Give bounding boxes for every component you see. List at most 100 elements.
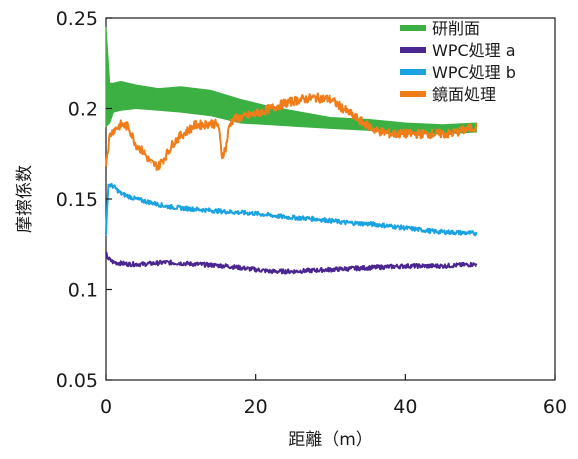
data-point [112, 185, 115, 188]
data-point [127, 125, 130, 128]
data-point [254, 113, 257, 115]
data-point [374, 223, 377, 226]
legend-swatch [400, 25, 426, 31]
data-point [374, 129, 377, 131]
data-point [284, 216, 287, 218]
data-point [292, 270, 294, 273]
data-point [475, 125, 478, 128]
data-point [202, 124, 205, 126]
y-tick-label: 0.05 [56, 370, 98, 392]
legend-swatch [400, 47, 426, 53]
data-point [120, 124, 122, 126]
legend-item: WPC処理 b [400, 63, 516, 82]
data-point [344, 221, 347, 224]
series-layer [105, 27, 478, 275]
data-point [228, 124, 231, 126]
data-point [195, 263, 197, 266]
data-point [224, 265, 227, 267]
data-point [239, 116, 242, 119]
data-point [165, 261, 167, 264]
data-point [135, 198, 137, 200]
data-point [180, 134, 182, 137]
data-point [150, 201, 152, 204]
legend-swatch [400, 91, 426, 97]
x-tick-label: 0 [100, 396, 112, 418]
legend-label: 研削面 [432, 19, 480, 38]
series-line [105, 182, 478, 237]
data-point [112, 261, 115, 264]
data-point [475, 232, 478, 235]
data-point [359, 120, 362, 122]
series-noise [105, 34, 477, 134]
data-point [314, 218, 317, 220]
data-point [269, 270, 272, 273]
data-point [107, 183, 109, 186]
y-tick-label: 0.1 [68, 280, 98, 302]
series-4 [105, 92, 478, 171]
data-point [165, 205, 167, 207]
series-line [105, 92, 478, 171]
data-point [269, 107, 272, 110]
data-point [475, 263, 478, 266]
data-point [195, 124, 197, 126]
x-axis-label: 距離（m） [288, 430, 373, 450]
series-line [105, 251, 477, 275]
data-point [150, 162, 152, 164]
data-point [187, 129, 190, 131]
data-point [127, 263, 130, 266]
data-point [105, 162, 107, 164]
legend-item: 研削面 [400, 19, 480, 38]
data-point [389, 133, 392, 135]
data-point [165, 154, 167, 157]
y-tick-label: 0.2 [68, 99, 98, 121]
legend-label: WPC処理 a [432, 41, 516, 60]
data-point [210, 122, 212, 124]
x-tick-label: 60 [543, 396, 567, 418]
series-1 [105, 27, 477, 135]
data-point [135, 143, 137, 146]
data-point [120, 192, 122, 195]
data-point [157, 165, 160, 168]
legend-swatch [400, 69, 426, 75]
data-point [329, 268, 332, 271]
series-3 [105, 182, 478, 237]
data-point [112, 129, 115, 131]
data-point [232, 118, 234, 121]
x-tick-label: 40 [393, 396, 417, 418]
data-point [449, 133, 452, 135]
series-2 [105, 251, 478, 275]
data-point [254, 212, 257, 215]
data-point [367, 267, 369, 269]
data-point [108, 134, 111, 137]
data-point [224, 147, 227, 150]
data-point [180, 207, 182, 209]
legend-label: WPC処理 b [432, 63, 516, 82]
data-point [442, 265, 444, 267]
data-point [224, 210, 227, 213]
data-point [105, 234, 107, 236]
data-point [434, 230, 437, 233]
axes-layer: 0.05 0.1 0.15 0.2 0.25 0 20 40 60 [56, 8, 567, 418]
legend-item: WPC処理 a [400, 41, 516, 60]
data-point [404, 265, 407, 267]
y-tick-label: 0.15 [56, 189, 98, 211]
x-tick-label: 20 [244, 396, 268, 418]
data-point [142, 263, 145, 266]
data-point [344, 109, 347, 112]
data-point [221, 154, 223, 157]
data-point [202, 209, 205, 211]
data-point [142, 151, 145, 153]
legend-item: 鏡面処理 [400, 85, 496, 104]
data-point [404, 133, 407, 135]
data-point [105, 252, 107, 255]
data-point [107, 257, 109, 260]
data-point [172, 142, 175, 144]
data-point [314, 96, 317, 99]
data-point [404, 227, 407, 229]
data-point [427, 133, 429, 135]
legend: 研削面 WPC処理 a WPC処理 b 鏡面処理 [400, 19, 516, 104]
legend-label: 鏡面処理 [432, 85, 496, 104]
y-axis-label: 摩擦係数 [15, 165, 35, 233]
